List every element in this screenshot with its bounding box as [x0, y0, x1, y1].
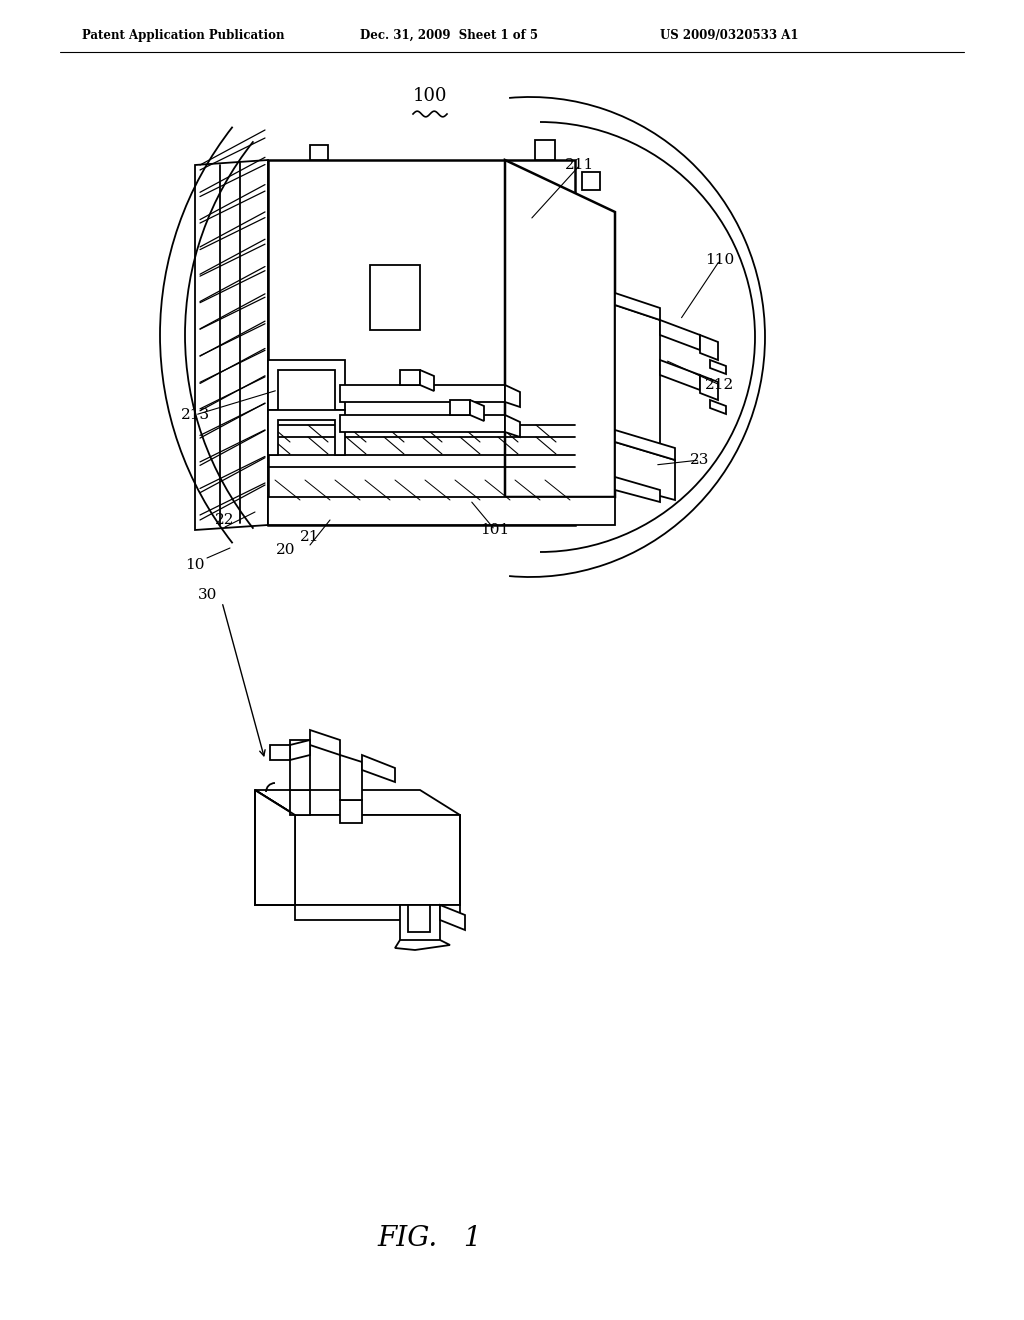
Polygon shape [700, 335, 718, 360]
Text: 22: 22 [215, 513, 234, 527]
Text: 10: 10 [185, 558, 205, 572]
Polygon shape [255, 789, 295, 906]
Polygon shape [615, 293, 660, 319]
Polygon shape [290, 789, 310, 814]
Polygon shape [340, 755, 362, 800]
Polygon shape [535, 140, 555, 160]
Polygon shape [470, 400, 484, 421]
Text: 30: 30 [199, 587, 218, 602]
Text: US 2009/0320533 A1: US 2009/0320533 A1 [660, 29, 799, 41]
Polygon shape [505, 385, 520, 407]
Polygon shape [268, 360, 345, 411]
Polygon shape [340, 414, 505, 432]
Polygon shape [400, 370, 420, 385]
Polygon shape [268, 160, 575, 525]
Polygon shape [395, 940, 450, 950]
Text: 100: 100 [413, 87, 447, 106]
Polygon shape [505, 160, 615, 498]
Text: 21: 21 [300, 531, 319, 544]
Polygon shape [440, 906, 465, 931]
Polygon shape [268, 411, 345, 455]
Polygon shape [295, 906, 460, 920]
Polygon shape [615, 442, 675, 500]
Polygon shape [295, 814, 460, 906]
Text: 211: 211 [565, 158, 595, 172]
Polygon shape [290, 741, 310, 760]
Polygon shape [420, 370, 434, 391]
Text: Dec. 31, 2009  Sheet 1 of 5: Dec. 31, 2009 Sheet 1 of 5 [360, 29, 538, 41]
Polygon shape [400, 906, 440, 945]
Polygon shape [195, 160, 268, 531]
Polygon shape [255, 789, 460, 814]
Polygon shape [615, 477, 660, 502]
Polygon shape [615, 305, 660, 490]
Polygon shape [340, 800, 362, 822]
Polygon shape [450, 400, 470, 414]
Polygon shape [700, 375, 718, 400]
Text: 20: 20 [276, 543, 296, 557]
Polygon shape [710, 400, 726, 414]
Polygon shape [370, 265, 420, 330]
Polygon shape [660, 360, 700, 389]
Polygon shape [362, 755, 395, 781]
Polygon shape [340, 385, 505, 403]
Text: 101: 101 [480, 523, 510, 537]
Polygon shape [615, 430, 675, 459]
Text: 110: 110 [706, 253, 734, 267]
Text: 212: 212 [706, 378, 734, 392]
Polygon shape [290, 741, 310, 789]
Polygon shape [710, 360, 726, 374]
Polygon shape [408, 906, 430, 932]
Polygon shape [505, 414, 520, 437]
Polygon shape [660, 319, 700, 350]
Text: Patent Application Publication: Patent Application Publication [82, 29, 285, 41]
Text: 213: 213 [180, 408, 210, 422]
Polygon shape [270, 744, 290, 760]
Polygon shape [310, 730, 340, 755]
Polygon shape [255, 789, 295, 906]
Polygon shape [582, 172, 600, 190]
Polygon shape [310, 145, 328, 160]
Text: FIG.   1: FIG. 1 [378, 1225, 482, 1251]
Polygon shape [268, 498, 615, 525]
Text: 23: 23 [690, 453, 710, 467]
